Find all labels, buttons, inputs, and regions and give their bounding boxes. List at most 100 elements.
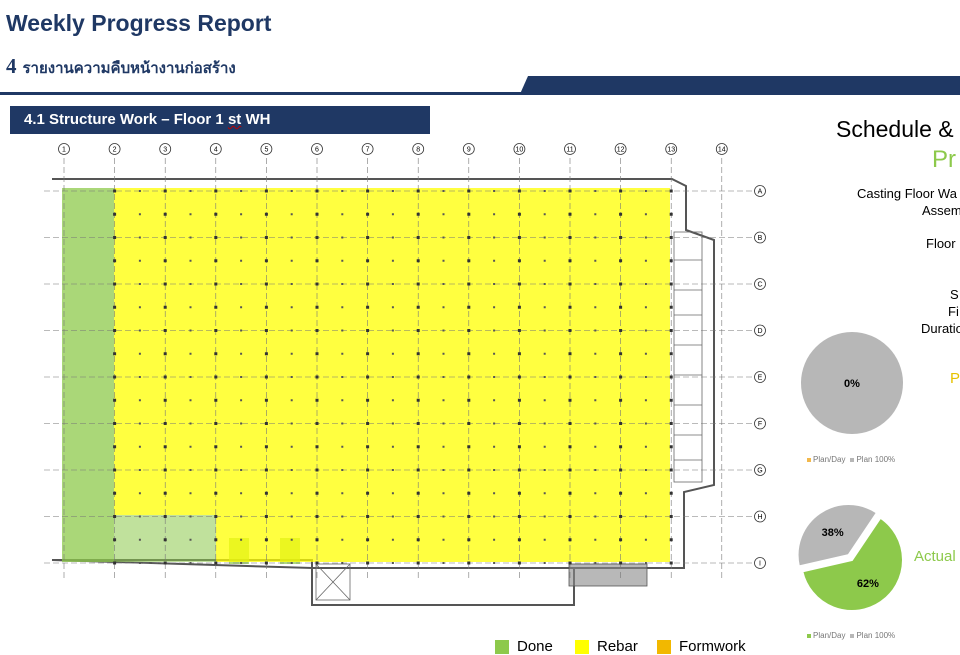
column-marker-label: 3 [163,147,167,154]
column-dot [214,491,218,495]
actual-label: Actual [914,548,956,565]
column-dot [517,398,521,402]
row-marker-E: E [754,371,766,383]
column-dot [493,399,496,402]
column-dot [594,515,597,518]
header-accent-bar [520,76,960,94]
column-dot [163,352,167,356]
column-dot [416,422,420,425]
column-marker-label: 10 [516,147,524,154]
column-dot [517,282,521,286]
column-dot [391,259,394,262]
column-dot [416,305,420,309]
column-dot [163,538,167,542]
column-dot [543,422,546,425]
column-dot [264,375,268,379]
row-marker-label: H [757,514,762,521]
column-dot [264,212,268,216]
area-rebar-bottom [216,515,670,562]
column-dot [315,282,319,286]
column-dot [341,562,344,564]
hatched-area [568,563,648,587]
row-marker-label: A [758,189,763,196]
column-marker-6: 6 [311,143,323,155]
column-dot [214,515,218,518]
column-dot [391,283,394,285]
column-dot [442,376,445,378]
column-dot [240,213,243,216]
column-dot [568,305,572,309]
column-dot [163,375,167,379]
column-dot [391,213,394,216]
duration-label: Duratio [921,321,960,336]
legend-rebar: Rebar [575,638,638,655]
column-dot [568,538,572,542]
column-dot [391,352,394,355]
column-dot [341,190,344,192]
column-marker-7: 7 [361,143,374,155]
column-dot [240,259,243,262]
actual-pie-chart: 62% 38% [796,503,904,612]
column-dot [366,445,370,449]
column-dot [113,259,117,263]
column-marker-label: 1 [62,147,66,154]
row-markers: A B C D E F G H I [754,185,766,569]
column-dot [467,352,471,356]
column-dot [442,352,445,355]
actual-day-swatch [807,633,811,638]
column-dot [543,213,546,216]
column-marker-label: 4 [214,147,218,154]
column-dot [138,236,141,239]
column-dot [138,515,141,518]
column-dot [594,445,597,448]
column-dot [619,375,623,379]
row-marker-C: C [754,278,766,290]
column-dot [189,306,192,309]
column-dot [669,561,673,565]
column-dot [138,538,141,541]
column-dot [341,399,344,402]
column-dot [517,189,521,193]
pie-slice-plan-100- [796,503,879,568]
column-dot [594,469,597,471]
legend-rebar-label: Rebar [597,638,638,655]
column-dot [543,469,546,471]
column-dot [644,492,647,495]
column-marker-label: 2 [113,147,117,154]
column-dot [138,422,141,425]
column-dot [391,329,394,332]
column-dot [240,492,243,495]
column-dot [442,445,445,448]
column-dot [669,189,673,193]
column-dot [341,213,344,216]
column-dot [341,329,344,332]
column-dot [568,236,572,239]
subheading-ordinal: st [227,111,242,128]
column-dot [189,538,192,541]
column-dot [189,376,192,378]
pie-data-label: 62% [857,578,879,590]
column-dot [467,398,471,402]
column-dot [366,352,370,356]
column-dot [493,352,496,355]
column-dot [543,492,546,495]
column-dot [517,561,521,565]
column-dot [315,468,319,472]
column-dot [669,398,673,402]
column-dot [214,352,218,356]
column-dot [214,468,218,472]
column-dot [138,259,141,262]
column-dot [240,376,243,378]
column-dot [240,422,243,425]
column-dot [189,236,192,239]
column-dot [594,562,597,564]
column-dot [113,189,117,193]
column-dot [315,352,319,356]
column-dot [543,236,546,239]
column-dot [416,398,420,402]
column-dot [163,515,167,518]
column-dot [264,329,268,332]
column-dot [240,329,243,332]
column-dot [517,515,521,518]
column-dot [568,491,572,495]
